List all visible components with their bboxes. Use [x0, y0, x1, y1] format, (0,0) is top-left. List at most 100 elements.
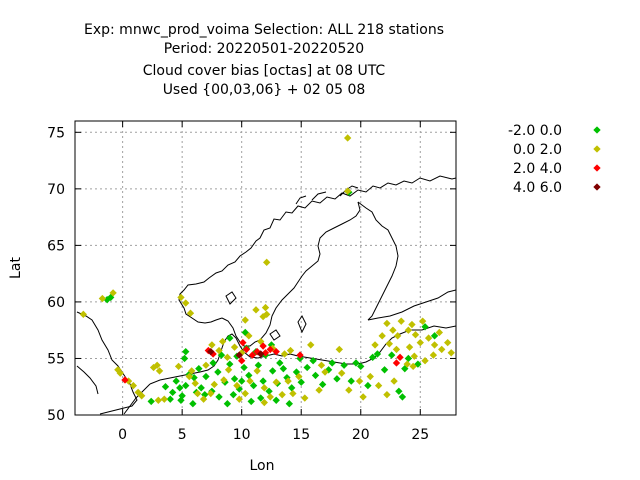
data-point: [155, 367, 164, 375]
data-point: [248, 351, 257, 359]
data-point: [266, 393, 274, 401]
title-line: Period: 20220501-20220520: [164, 41, 364, 57]
data-point: [199, 395, 208, 403]
data-point: [307, 341, 315, 349]
legend: -2.0 0.0 0.0 2.0 2.0 4.0 4.0 6.0: [508, 123, 601, 196]
title-line: Exp: mnwc_prod_voima Selection: ALL 218 …: [84, 22, 444, 38]
data-point: [388, 351, 396, 359]
y-axis-ticks: 50 55 60 65 70 75: [47, 125, 456, 424]
legend-marker: [593, 126, 601, 134]
data-point: [288, 384, 296, 392]
data-point: [202, 361, 210, 369]
data-point: [109, 289, 117, 297]
data-point: [129, 381, 138, 390]
data-point: [383, 390, 391, 399]
data-point: [435, 328, 444, 337]
coastline-finland: [357, 201, 399, 321]
grid: [75, 121, 456, 416]
data-point: [340, 361, 348, 369]
data-point: [284, 377, 292, 385]
data-point: [161, 383, 170, 391]
data-point: [380, 366, 389, 374]
data-point: [317, 361, 326, 369]
data-point: [396, 353, 404, 362]
data-point: [278, 390, 286, 399]
data-point: [182, 347, 190, 356]
data-point: [254, 361, 263, 369]
x-axis-label: Lon: [250, 458, 275, 474]
coastline-aland: [269, 329, 281, 341]
data-point: [241, 316, 249, 324]
data-point: [223, 400, 232, 408]
x-tick-label: 10: [233, 427, 251, 443]
data-point: [405, 343, 414, 351]
data-point: [295, 372, 303, 381]
data-point: [265, 387, 273, 395]
data-point: [371, 341, 379, 349]
data-point: [404, 326, 413, 334]
lake-vanern: [225, 291, 237, 305]
data-point: [266, 345, 274, 354]
data-point: [424, 334, 433, 342]
data-point: [296, 351, 304, 359]
data-point: [343, 187, 352, 195]
x-tick-label: 20: [352, 427, 370, 443]
data-point: [404, 354, 413, 363]
legend-marker: [593, 145, 601, 153]
data-point: [154, 396, 163, 404]
data-point: [409, 362, 417, 371]
data-point: [259, 312, 267, 321]
data-point: [315, 386, 323, 394]
data-point: [311, 371, 320, 380]
data-point: [226, 334, 234, 342]
data-point: [260, 384, 268, 392]
data-point: [430, 332, 439, 340]
data-point: [197, 384, 205, 392]
data-point: [263, 258, 271, 267]
data-point: [411, 331, 420, 339]
data-point: [286, 346, 295, 355]
data-point: [447, 349, 455, 357]
data-point: [429, 351, 438, 359]
data-point: [272, 347, 280, 356]
data-point: [359, 393, 367, 401]
data-point: [215, 393, 223, 401]
title-line: Cloud cover bias [octas] at 08 UTC: [143, 63, 386, 79]
data-point: [245, 332, 253, 340]
data-point: [207, 389, 215, 398]
data-point: [229, 390, 238, 399]
data-point: [403, 360, 411, 368]
data-point: [355, 377, 364, 385]
data-point: [208, 341, 216, 349]
x-tick-label: 25: [411, 427, 429, 443]
data-point: [285, 400, 293, 408]
data-point: [338, 369, 346, 377]
data-point: [147, 397, 155, 406]
data-point: [303, 363, 311, 372]
x-axis-ticks: 0 5 10 15 20 25: [118, 121, 429, 443]
data-point: [279, 364, 288, 373]
data-point: [301, 394, 309, 402]
legend-label: 2.0 4.0: [513, 161, 562, 177]
data-point: [328, 359, 336, 367]
x-tick-label: 0: [118, 427, 127, 443]
data-point: [421, 357, 429, 365]
legend-marker: [593, 183, 601, 191]
data-point: [220, 376, 228, 384]
data-point: [393, 332, 402, 340]
coastline-denmark: [149, 333, 251, 385]
x-tick-label: 5: [178, 427, 187, 443]
y-tick-label: 50: [47, 408, 65, 424]
data-point: [410, 352, 419, 360]
data-point: [238, 377, 246, 385]
y-axis-label: Lat: [8, 257, 24, 279]
data-point: [335, 345, 343, 354]
data-point: [385, 340, 394, 348]
data-point: [389, 326, 397, 334]
data-point: [260, 398, 268, 407]
data-point: [193, 389, 202, 398]
data-point: [321, 368, 329, 376]
data-point: [408, 320, 416, 329]
data-point: [180, 354, 189, 363]
